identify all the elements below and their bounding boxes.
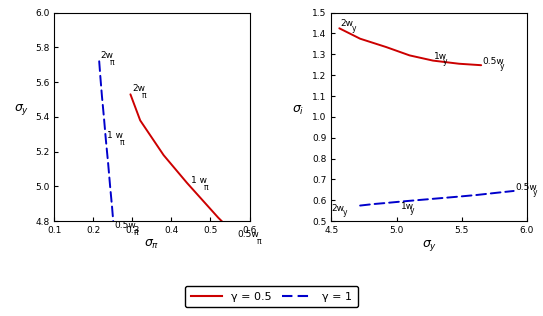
Text: y: y <box>533 187 537 197</box>
Text: π: π <box>110 58 115 67</box>
Text: 2w: 2w <box>340 19 353 28</box>
Text: π: π <box>256 237 261 246</box>
Text: π: π <box>204 183 209 192</box>
Y-axis label: $\sigma_y$: $\sigma_y$ <box>14 102 29 117</box>
Text: 1 w: 1 w <box>107 131 123 140</box>
X-axis label: $\sigma_\pi$: $\sigma_\pi$ <box>144 238 160 251</box>
Text: y: y <box>343 208 347 217</box>
Text: y: y <box>443 57 447 66</box>
Text: 1w: 1w <box>401 202 414 211</box>
Text: 0.5w: 0.5w <box>515 183 536 192</box>
X-axis label: $\sigma_y$: $\sigma_y$ <box>421 238 437 253</box>
Text: 2w: 2w <box>101 51 114 60</box>
Text: 2w: 2w <box>132 84 146 93</box>
Text: y: y <box>500 62 504 71</box>
Text: 2w: 2w <box>331 204 344 213</box>
Text: 1w: 1w <box>434 52 447 61</box>
Text: π: π <box>120 138 124 147</box>
Text: 0.5w: 0.5w <box>483 57 504 66</box>
Text: 1 w: 1 w <box>191 176 207 185</box>
Legend: γ = 0.5, γ = 1: γ = 0.5, γ = 1 <box>185 286 358 307</box>
Text: y: y <box>409 206 414 215</box>
Text: π: π <box>142 91 147 100</box>
Text: 0.5w: 0.5w <box>115 221 137 230</box>
Text: y: y <box>352 24 356 33</box>
Text: 0.5w: 0.5w <box>238 230 260 239</box>
Y-axis label: $\sigma_i$: $\sigma_i$ <box>292 104 305 117</box>
Text: π: π <box>134 228 138 237</box>
